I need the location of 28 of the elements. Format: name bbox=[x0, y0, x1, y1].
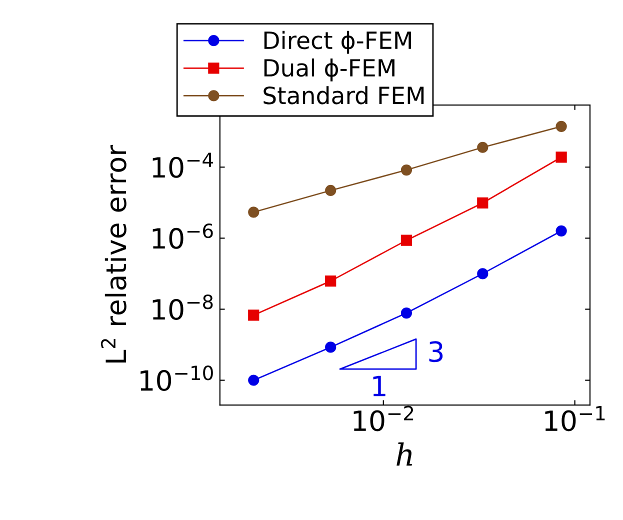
annotation: 1 bbox=[373, 376, 386, 396]
legend-label: Standard FEM bbox=[264, 86, 424, 104]
point bbox=[556, 225, 567, 236]
annotation: 3 bbox=[429, 341, 443, 362]
x-tick-label: 10$^{−2}$ bbox=[354, 406, 414, 432]
point bbox=[325, 342, 336, 353]
y-tick-label: 10$^{−4}$ bbox=[152, 152, 213, 178]
point bbox=[400, 164, 412, 176]
point bbox=[556, 120, 567, 132]
legend-label: Direct ϕ-FEM bbox=[264, 30, 411, 54]
point bbox=[477, 142, 488, 153]
y-tick-label: 10$^{−10}$ bbox=[140, 366, 213, 391]
y-tick-label: 10$^{−6}$ bbox=[152, 223, 213, 249]
point bbox=[400, 234, 412, 246]
point bbox=[477, 268, 488, 280]
point bbox=[556, 152, 567, 163]
legend-label: Dual ϕ-FEM bbox=[264, 58, 394, 82]
point bbox=[400, 307, 412, 319]
point bbox=[248, 374, 260, 386]
y-tick-label: 10$^{−8}$ bbox=[152, 294, 213, 320]
point bbox=[325, 184, 336, 196]
x-tick-label: 10$^{−1}$ bbox=[545, 406, 605, 432]
point bbox=[248, 206, 260, 218]
point bbox=[325, 276, 336, 287]
y-axis-title: L$^{2}$ relative error bbox=[100, 144, 126, 362]
x-axis-title: h bbox=[396, 442, 412, 466]
point bbox=[477, 197, 488, 209]
point bbox=[248, 310, 260, 321]
